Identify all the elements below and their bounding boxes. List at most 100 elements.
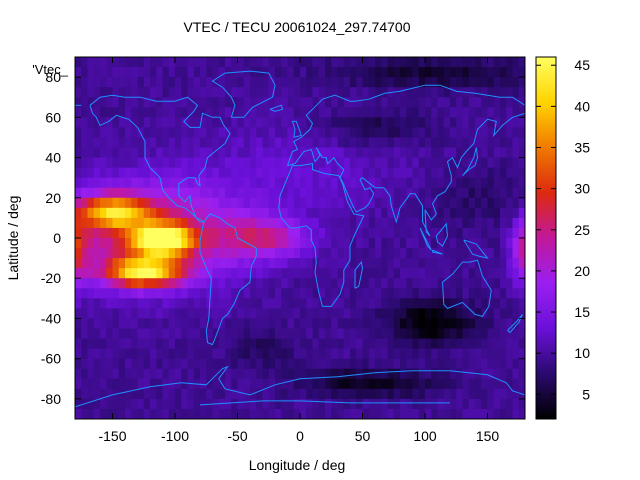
heatmap-cell xyxy=(275,197,282,209)
heatmap-cell xyxy=(93,238,101,249)
heatmap-cell xyxy=(162,358,170,370)
heatmap-cell xyxy=(156,77,164,88)
heatmap-cell xyxy=(493,137,501,149)
heatmap-cell xyxy=(250,278,257,289)
heatmap-cell xyxy=(437,278,445,289)
heatmap-cell xyxy=(93,408,101,419)
heatmap-cell xyxy=(331,278,339,289)
heatmap-cell xyxy=(381,57,389,68)
heatmap-cell xyxy=(350,67,357,78)
heatmap-cell xyxy=(237,187,245,199)
heatmap-cell xyxy=(500,127,507,139)
heatmap-cell xyxy=(393,338,401,350)
heatmap-cell xyxy=(200,328,207,340)
heatmap-cell xyxy=(518,97,525,108)
heatmap-cell xyxy=(331,197,339,209)
heatmap-cell xyxy=(143,388,151,400)
heatmap-cell xyxy=(443,87,451,98)
heatmap-cell xyxy=(293,388,301,400)
heatmap-cell xyxy=(131,328,139,340)
heatmap-cell xyxy=(400,348,407,360)
heatmap-cell xyxy=(518,238,525,249)
heatmap-cell xyxy=(431,308,439,320)
heatmap-cell xyxy=(293,147,301,159)
heatmap-cell xyxy=(375,177,382,189)
heatmap-cell xyxy=(343,67,351,78)
heatmap-cell xyxy=(193,398,201,410)
heatmap-cell xyxy=(106,268,114,279)
heatmap-cell xyxy=(443,288,451,299)
heatmap-cell xyxy=(206,167,214,179)
heatmap-cell xyxy=(131,368,139,380)
heatmap-cell xyxy=(468,147,476,159)
heatmap-cell xyxy=(450,248,457,259)
heatmap-cell xyxy=(293,258,301,269)
heatmap-cell xyxy=(475,388,482,400)
heatmap-cell xyxy=(456,308,464,320)
heatmap-cell xyxy=(493,97,501,108)
heatmap-cell xyxy=(106,137,114,149)
heatmap-cell xyxy=(175,97,182,108)
heatmap-cell xyxy=(506,278,514,289)
heatmap-cell xyxy=(450,408,457,419)
heatmap-cell xyxy=(325,308,332,320)
heatmap-cell xyxy=(425,67,432,78)
heatmap-cell xyxy=(250,248,257,259)
colorbar-tick-label: 5 xyxy=(582,386,590,402)
heatmap-cell xyxy=(475,197,482,209)
heatmap-cell xyxy=(312,97,320,108)
heatmap-cell xyxy=(406,248,414,259)
heatmap-cell xyxy=(306,67,314,78)
heatmap-cell xyxy=(443,117,451,128)
heatmap-cell xyxy=(143,217,151,229)
heatmap-cell xyxy=(393,318,401,330)
heatmap-cell xyxy=(306,318,314,330)
heatmap-cell xyxy=(356,398,364,410)
heatmap-cell xyxy=(456,97,464,108)
heatmap-cell xyxy=(331,258,339,269)
heatmap-cell xyxy=(181,328,189,340)
heatmap-cell xyxy=(262,308,270,320)
heatmap-cell xyxy=(218,197,226,209)
heatmap-cell xyxy=(356,167,364,179)
heatmap-cell xyxy=(118,398,126,410)
heatmap-cell xyxy=(87,298,95,309)
heatmap-cell xyxy=(468,77,476,88)
heatmap-cell xyxy=(337,137,345,149)
heatmap-cell xyxy=(268,227,276,239)
heatmap-cell xyxy=(400,258,407,269)
heatmap-cell xyxy=(412,308,420,320)
heatmap-cell xyxy=(225,378,232,390)
heatmap-cell xyxy=(400,248,407,259)
heatmap-cell xyxy=(437,67,445,78)
heatmap-cell xyxy=(125,157,132,169)
heatmap-cell xyxy=(81,77,89,88)
heatmap-cell xyxy=(475,378,482,390)
y-tick-label: -60 xyxy=(41,351,61,367)
heatmap-cell xyxy=(218,408,226,419)
heatmap-cell xyxy=(168,398,176,410)
heatmap-cell xyxy=(175,238,182,249)
heatmap-cell xyxy=(431,358,439,370)
heatmap-cell xyxy=(312,298,320,309)
heatmap-cell xyxy=(87,238,95,249)
heatmap-cell xyxy=(187,217,195,229)
heatmap-cell xyxy=(481,238,489,249)
heatmap-cell xyxy=(400,107,407,118)
heatmap-cell xyxy=(331,348,339,360)
heatmap-cell xyxy=(312,368,320,380)
heatmap-cell xyxy=(481,87,489,98)
heatmap-cell xyxy=(487,408,495,419)
heatmap-cell xyxy=(125,127,132,139)
heatmap-cell xyxy=(300,308,307,320)
heatmap-cell xyxy=(162,227,170,239)
heatmap-cell xyxy=(106,248,114,259)
heatmap-cell xyxy=(287,77,295,88)
heatmap-cell xyxy=(443,137,451,149)
heatmap-cell xyxy=(362,398,370,410)
heatmap-cell xyxy=(212,187,220,199)
heatmap-cell xyxy=(337,238,345,249)
heatmap-cell xyxy=(225,288,232,299)
heatmap-cell xyxy=(256,177,264,189)
heatmap-cell xyxy=(231,127,239,139)
